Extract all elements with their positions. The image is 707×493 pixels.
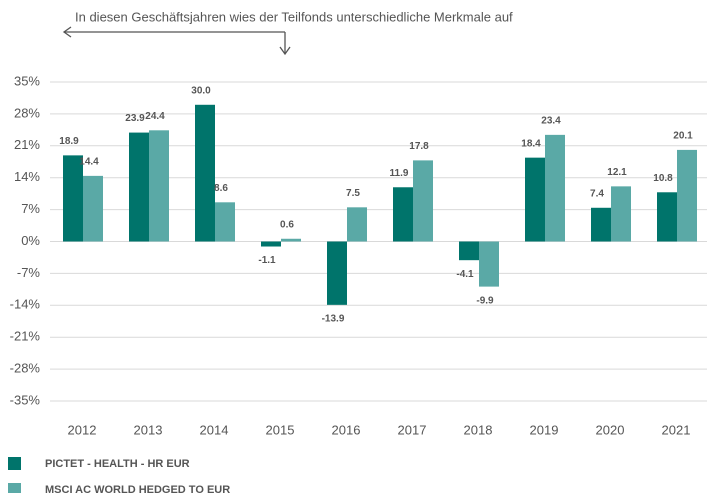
annotation-arrow	[62, 26, 291, 56]
y-tick-label: 28%	[14, 105, 40, 120]
x-tick-label: 2012	[68, 422, 97, 437]
legend-label: PICTET - HEALTH - HR EUR	[45, 458, 190, 470]
x-tick-label: 2013	[134, 422, 163, 437]
bar	[149, 130, 169, 242]
bar	[347, 207, 367, 242]
bar	[129, 132, 149, 242]
x-tick-label: 2015	[266, 422, 295, 437]
bar	[479, 241, 499, 287]
x-tick-label: 2017	[398, 422, 427, 437]
annotation: In diesen Geschäftsjahren wies der Teilf…	[75, 9, 513, 24]
y-tick-label: -21%	[10, 329, 41, 344]
value-label: 14.4	[79, 157, 99, 168]
bar	[459, 241, 479, 261]
bar	[195, 104, 215, 242]
bar	[677, 149, 697, 242]
x-tick-label: 2020	[596, 422, 625, 437]
y-tick-label: -28%	[10, 361, 41, 376]
bar	[261, 241, 281, 247]
bar	[281, 238, 301, 242]
value-label: 7.4	[590, 188, 604, 199]
bar	[657, 192, 677, 242]
value-label: 12.1	[607, 167, 627, 178]
value-label: 18.9	[59, 136, 79, 147]
bar	[591, 207, 611, 242]
y-tick-label: 14%	[14, 169, 40, 184]
x-tick-label: 2016	[332, 422, 361, 437]
x-tick-label: 2014	[200, 422, 229, 437]
bar	[63, 155, 83, 242]
y-tick-label: 7%	[21, 201, 40, 216]
y-tick-label: -14%	[10, 297, 41, 312]
x-tick-label: 2018	[464, 422, 493, 437]
value-label: -13.9	[322, 313, 345, 324]
legend-swatch	[8, 457, 21, 470]
y-tick-label: 35%	[14, 73, 40, 88]
value-label: 7.5	[346, 188, 360, 199]
value-label: 23.9	[125, 113, 145, 124]
x-tick-label: 2021	[662, 422, 691, 437]
legend-swatch	[8, 483, 21, 493]
bar	[327, 241, 347, 305]
value-label: 8.6	[214, 183, 228, 194]
bar	[525, 157, 545, 242]
value-label: 17.8	[409, 141, 429, 152]
value-label: 30.0	[191, 85, 211, 96]
value-label: 24.4	[145, 111, 165, 122]
y-tick-label: 21%	[14, 137, 40, 152]
legend-label: MSCI AC WORLD HEDGED TO EUR	[45, 484, 230, 493]
bar	[413, 160, 433, 242]
value-label: 23.4	[541, 116, 561, 127]
value-label: -4.1	[456, 269, 474, 280]
value-label: -9.9	[476, 295, 494, 306]
value-label: 11.9	[390, 168, 409, 179]
x-tick-label: 2019	[530, 422, 559, 437]
bar	[83, 175, 103, 242]
y-tick-label: 0%	[21, 233, 40, 248]
value-label: 10.8	[653, 173, 673, 184]
y-tick-label: -35%	[10, 392, 41, 407]
value-label: -1.1	[258, 255, 276, 266]
bar	[545, 134, 565, 242]
value-label: 0.6	[280, 219, 294, 230]
y-tick-label: -7%	[17, 265, 41, 280]
bar	[393, 187, 413, 242]
value-label: 20.1	[673, 131, 693, 142]
bar	[215, 202, 235, 242]
bar	[611, 186, 631, 242]
value-label: 18.4	[521, 138, 541, 149]
